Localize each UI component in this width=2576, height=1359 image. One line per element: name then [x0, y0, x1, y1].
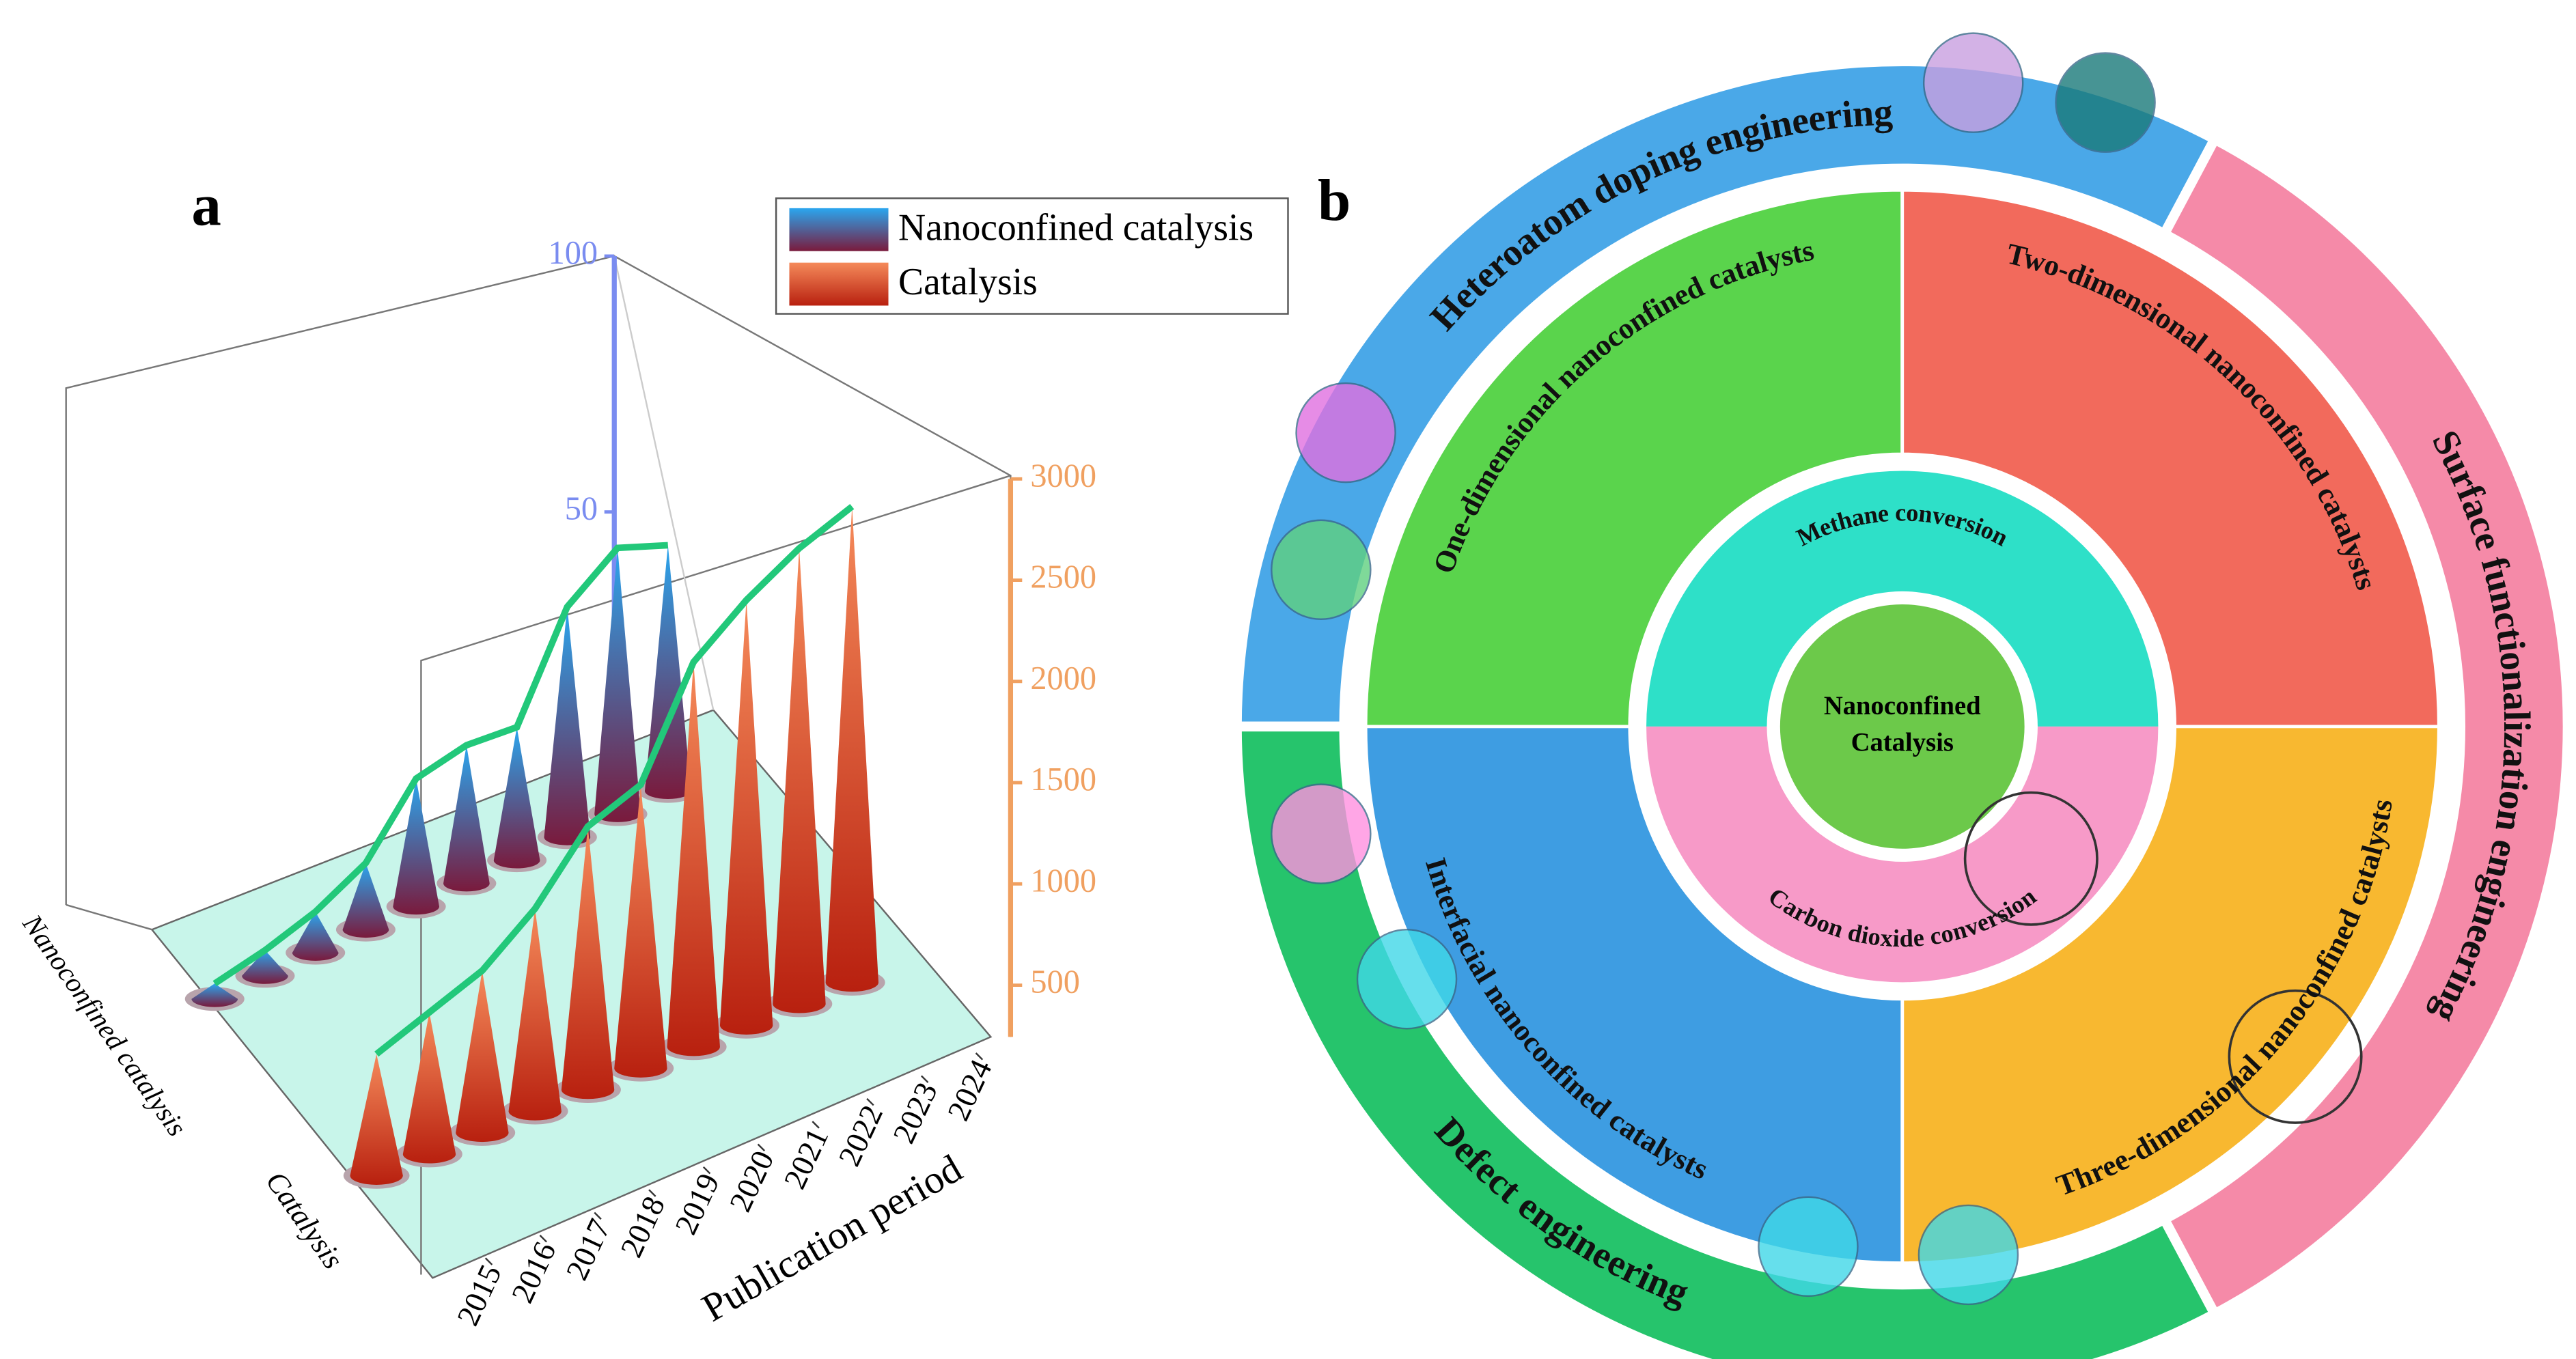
inner-segment [1646, 471, 2159, 727]
outer-segment [1232, 56, 2221, 732]
center-label: Catalysis [1851, 728, 1954, 757]
x-tick [866, 1097, 874, 1106]
x-tick [648, 1189, 656, 1197]
cone [350, 1054, 403, 1185]
cone [773, 548, 826, 1013]
x-tick-label: 2019 [668, 1168, 726, 1239]
legend-swatch [789, 262, 889, 306]
y2-tick-label: 3000 [1030, 458, 1096, 494]
x-tick [812, 1121, 820, 1129]
trend-line [374, 503, 855, 1057]
x-tick [975, 1052, 984, 1061]
outer-segment [2157, 132, 2573, 1321]
y2-tick-label: 2500 [1030, 559, 1096, 596]
icon [1271, 519, 1372, 620]
legend-swatch [789, 208, 889, 251]
x-tick [484, 1257, 493, 1265]
y-tick-label: 50 [565, 491, 598, 527]
middle-segment [1900, 188, 2441, 729]
cone [644, 545, 691, 800]
legend-label: Catalysis [898, 261, 1038, 303]
icon [1271, 783, 1372, 884]
x-tick [702, 1166, 711, 1175]
cone [443, 745, 490, 892]
y-tick-label: 100 [549, 235, 598, 271]
x-tick-label: 2021 [777, 1123, 835, 1194]
cone [402, 1012, 456, 1164]
icon [1963, 791, 2099, 926]
cone [544, 606, 591, 845]
cone [719, 600, 773, 1035]
x-tick-label: 2022 [831, 1099, 889, 1171]
x-tick [757, 1143, 766, 1151]
x-tick-label: 2020 [723, 1145, 781, 1217]
cone [825, 506, 879, 992]
cone [561, 826, 615, 1099]
x-tick [594, 1211, 602, 1220]
panel-label: a [191, 172, 221, 238]
icon [2228, 989, 2363, 1124]
cone [342, 863, 389, 938]
center-label: Nanoconfined [1824, 692, 1981, 720]
cone [594, 548, 641, 822]
y2-tick-label: 1000 [1030, 863, 1096, 899]
x-tick-label: 2023 [886, 1077, 944, 1149]
x-tick-label: 2017 [559, 1214, 617, 1285]
icon [1758, 1196, 1859, 1298]
legend: Nanoconfined catalysis Catalysis [775, 197, 1289, 315]
icon [2055, 52, 2156, 153]
y2-tick-label: 2000 [1030, 660, 1096, 697]
depth-label: Catalysis [260, 1166, 350, 1275]
cone [508, 908, 562, 1121]
panel-label: b [1318, 167, 1351, 233]
legend-label: Nanoconfined catalysis [898, 206, 1254, 249]
y2-tick-label: 500 [1030, 964, 1080, 1000]
center-circle [1779, 604, 2025, 849]
cone [667, 662, 720, 1056]
x-tick [539, 1235, 547, 1243]
x-tick-label: 2016 [505, 1237, 563, 1308]
icon [1917, 1204, 2019, 1306]
icon [1295, 382, 1396, 484]
cone [242, 950, 288, 984]
icon [1922, 32, 2024, 133]
cone [292, 912, 339, 961]
cone [393, 779, 440, 915]
icon [1356, 929, 1458, 1030]
cone [493, 727, 540, 869]
box-edge [66, 903, 152, 931]
trend-line [212, 542, 669, 987]
middle-segment [1363, 188, 1905, 729]
middle-segment [1363, 725, 1905, 1265]
x-tick-label: 2024 [941, 1054, 999, 1126]
box-edge [613, 255, 715, 710]
x-tick [921, 1075, 929, 1083]
cone [191, 983, 238, 1007]
x-tick-label: 2015 [450, 1259, 508, 1331]
cone [456, 970, 509, 1143]
cone [614, 785, 667, 1078]
inner-segment [1646, 726, 2159, 983]
x-tick-label: 2018 [613, 1191, 671, 1263]
y2-tick-label: 1500 [1030, 761, 1096, 798]
